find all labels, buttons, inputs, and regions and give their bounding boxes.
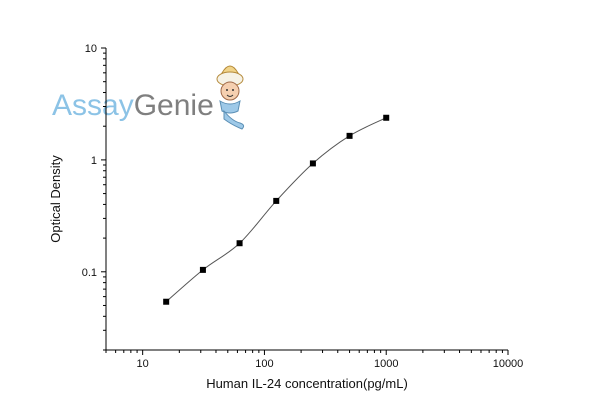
logo-assay-text: Assay [52,89,134,122]
x-tick-label: 10000 [493,358,524,370]
x-axis: 10 100 1000 10000 [105,350,524,370]
plot-frame [105,48,508,351]
y-axis: 0.1 1 10 [82,43,106,351]
data-point [309,160,316,167]
data-point [236,240,243,247]
assay-genie-logo: AssayGenie [52,65,245,130]
data-point [346,132,353,139]
svg-text:AssayGenie: AssayGenie [52,89,214,122]
y-tick-label: 0.1 [82,267,97,279]
y-axis-title: Optical Density [48,155,63,243]
x-tick-label: 100 [255,358,273,370]
data-point [383,114,390,121]
data-point [163,298,170,305]
x-axis-title: Human IL-24 concentration(pg/mL) [206,376,408,391]
genie-mascot-icon [216,65,245,130]
y-tick-label: 1 [91,155,97,167]
x-tick-label: 1000 [374,358,398,370]
fit-curve [165,117,387,303]
logo-genie-text: Genie [134,89,214,122]
data-point [273,197,280,204]
data-point [199,266,206,273]
y-tick-label: 10 [85,43,97,55]
data-markers [163,114,390,305]
x-tick-label: 10 [137,358,149,370]
